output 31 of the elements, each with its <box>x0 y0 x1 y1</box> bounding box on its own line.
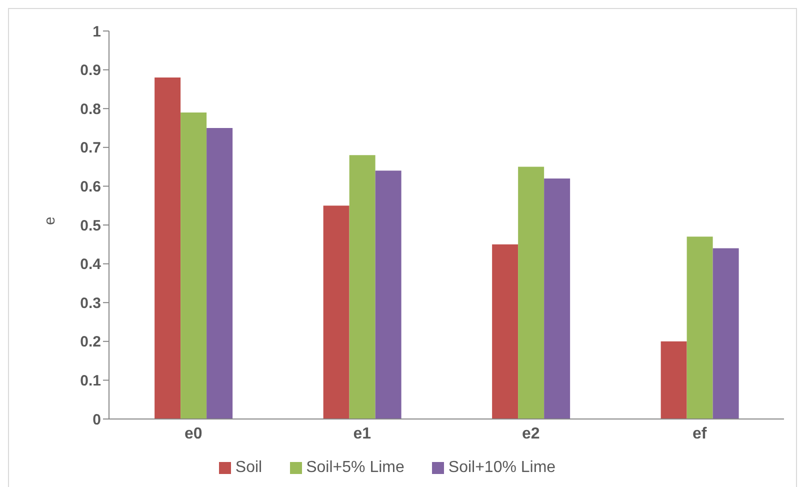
y-tick-label: 1 <box>92 23 101 40</box>
y-tick-label: 0.9 <box>80 62 101 80</box>
y-tick-label: 0.6 <box>80 178 101 196</box>
bar <box>712 248 739 419</box>
y-tick-label: 0.2 <box>80 334 101 351</box>
y-tick-label: 0.8 <box>80 100 101 118</box>
legend-label: Soil <box>235 459 262 476</box>
y-axis-title: e <box>41 216 58 225</box>
bar <box>375 170 402 419</box>
bar <box>518 166 544 419</box>
bar <box>660 341 687 419</box>
bar <box>492 244 518 419</box>
y-tick-label: 0 <box>92 411 101 428</box>
y-tick-label: 0.3 <box>80 294 101 312</box>
bar <box>349 155 376 419</box>
bar <box>180 112 207 419</box>
x-tick-label: e1 <box>353 425 372 442</box>
bar <box>323 206 350 419</box>
y-tick-label: 0.5 <box>80 217 101 234</box>
y-tick-label: 0.7 <box>80 140 101 157</box>
bar <box>206 128 233 419</box>
y-tick-label: 0.1 <box>80 372 101 390</box>
y-tick-label: 0.4 <box>80 256 102 274</box>
x-tick-label: e0 <box>184 425 202 442</box>
legend-label: Soil+5% Lime <box>306 459 404 476</box>
x-tick-label: e2 <box>522 425 540 442</box>
bar <box>154 78 181 419</box>
legend-label: Soil+10% Lime <box>448 459 556 476</box>
bar <box>686 236 713 419</box>
x-tick-label: ef <box>692 425 708 442</box>
bar <box>544 178 570 419</box>
